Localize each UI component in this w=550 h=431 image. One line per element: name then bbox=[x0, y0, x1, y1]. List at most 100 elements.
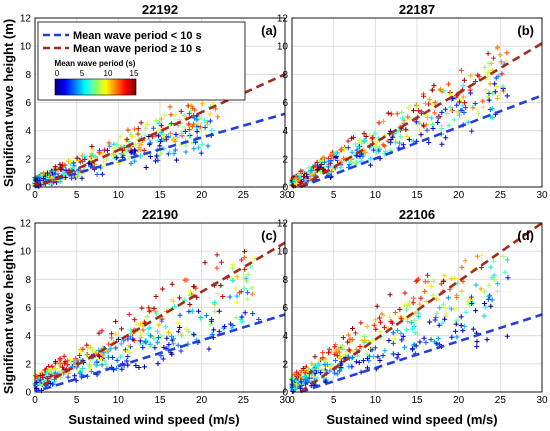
scatter-point bbox=[313, 363, 319, 369]
scatter-point bbox=[187, 302, 193, 308]
scatter-point bbox=[58, 360, 64, 366]
scatter-point bbox=[186, 127, 192, 133]
scatter-point bbox=[321, 155, 327, 161]
scatter-point bbox=[454, 334, 460, 340]
colorbar-tick-5: 5 bbox=[80, 69, 85, 78]
x-tick-label: 10 bbox=[370, 395, 382, 406]
scatter-point bbox=[308, 171, 314, 177]
scatter-point bbox=[294, 372, 300, 378]
scatter-point bbox=[106, 140, 112, 146]
scatter-point bbox=[409, 346, 415, 352]
scatter-point bbox=[326, 158, 332, 164]
scatter-point bbox=[332, 341, 338, 347]
scatter-point bbox=[367, 132, 373, 138]
scatter-point bbox=[381, 312, 387, 318]
scatter-point bbox=[430, 126, 436, 132]
scatter-point bbox=[419, 109, 425, 115]
scatter-point bbox=[88, 369, 94, 375]
scatter-point bbox=[338, 165, 344, 171]
scatter-point bbox=[199, 141, 205, 147]
scatter-point bbox=[142, 132, 148, 138]
scatter-point bbox=[207, 118, 213, 124]
scatter-point bbox=[155, 157, 161, 163]
scatter-point bbox=[124, 136, 130, 142]
scatter-point bbox=[233, 315, 239, 321]
scatter-point bbox=[137, 338, 143, 344]
scatter-point bbox=[472, 101, 478, 107]
scatter-point bbox=[128, 331, 134, 337]
scatter-point bbox=[184, 277, 190, 283]
scatter-point bbox=[340, 344, 345, 350]
fit-line-short-period bbox=[42, 313, 286, 391]
scatter-point bbox=[99, 171, 105, 177]
scatter-point bbox=[421, 93, 427, 99]
scatter-point bbox=[494, 45, 500, 51]
scatter-point bbox=[427, 96, 433, 102]
scatter-point bbox=[445, 295, 451, 301]
scatter-point bbox=[133, 363, 139, 369]
scatter-point bbox=[239, 314, 245, 320]
scatter-point bbox=[432, 110, 438, 116]
scatter-point bbox=[166, 342, 172, 348]
scatter-point bbox=[126, 153, 132, 159]
scatter-point bbox=[104, 157, 110, 163]
scatter-point bbox=[137, 153, 143, 159]
scatter-point bbox=[469, 128, 475, 134]
scatter-point bbox=[390, 330, 396, 336]
scatter-point bbox=[404, 133, 410, 139]
x-tick-label: 30 bbox=[279, 395, 291, 406]
scatter-point bbox=[35, 180, 41, 186]
scatter-point bbox=[167, 130, 173, 136]
scatter-point bbox=[114, 155, 120, 161]
scatter-point bbox=[215, 290, 221, 296]
scatter-point bbox=[432, 317, 438, 323]
scatter-point bbox=[504, 93, 510, 99]
y-tick-label: 10 bbox=[277, 247, 289, 258]
scatter-point bbox=[175, 320, 181, 326]
scatter-point bbox=[458, 322, 464, 328]
scatter-point bbox=[193, 285, 199, 291]
scatter-point bbox=[460, 94, 466, 100]
scatter-point bbox=[294, 369, 300, 375]
scatter-point bbox=[160, 286, 166, 292]
scatter-point bbox=[63, 174, 69, 180]
scatter-point bbox=[150, 125, 156, 131]
x-axis-label-right: Sustained wind speed (m/s) bbox=[326, 412, 497, 427]
scatter-point bbox=[353, 152, 359, 158]
scatter-point bbox=[318, 370, 324, 376]
scatter-point bbox=[398, 330, 404, 336]
fit-line-short-period bbox=[42, 112, 286, 185]
x-tick-label: 5 bbox=[331, 395, 337, 406]
y-tick-label: 4 bbox=[25, 331, 31, 342]
x-tick-label: 20 bbox=[453, 395, 465, 406]
scatter-point bbox=[410, 300, 416, 306]
scatter-point bbox=[151, 305, 157, 311]
scatter-point bbox=[294, 176, 300, 182]
y-axis-label-bottom: Significant wave height (m) bbox=[1, 226, 16, 394]
scatter-point bbox=[51, 168, 57, 174]
scatter-point bbox=[159, 316, 165, 322]
scatter-point bbox=[113, 345, 119, 351]
scatter-point bbox=[99, 328, 105, 334]
scatter-point bbox=[478, 252, 484, 258]
colorbar-tick-10: 10 bbox=[104, 69, 113, 78]
scatter-point bbox=[244, 278, 250, 284]
scatter-point bbox=[462, 100, 468, 106]
scatter-point bbox=[190, 331, 196, 337]
x-axis-label-left: Sustained wind speed (m/s) bbox=[68, 412, 239, 427]
scatter-point bbox=[66, 370, 72, 376]
scatter-point bbox=[158, 151, 164, 157]
scatter-point bbox=[498, 52, 504, 58]
scatter-point bbox=[101, 147, 107, 153]
scatter-point bbox=[380, 353, 386, 359]
scatter-point bbox=[353, 359, 359, 365]
scatter-point bbox=[82, 156, 88, 162]
scatter-point bbox=[393, 139, 399, 145]
scatter-point bbox=[478, 265, 484, 271]
scatter-point bbox=[348, 158, 354, 164]
scatter-point bbox=[113, 142, 119, 148]
scatter-point bbox=[186, 133, 192, 139]
scatter-point bbox=[478, 286, 484, 292]
scatter-point bbox=[443, 311, 449, 317]
